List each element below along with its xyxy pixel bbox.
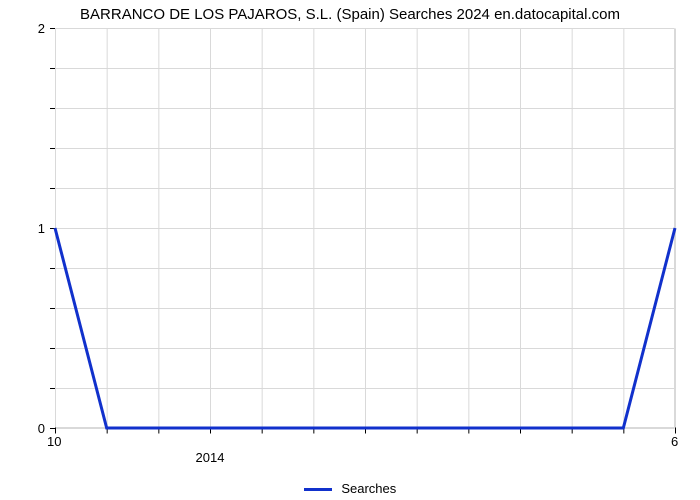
legend-swatch — [304, 488, 332, 491]
x-axis-label-right: 6 — [671, 434, 691, 449]
y-axis-label-2: 2 — [38, 21, 45, 36]
chart-title: BARRANCO DE LOS PAJAROS, S.L. (Spain) Se… — [0, 6, 700, 23]
legend: Searches — [0, 481, 700, 496]
legend-text: Searches — [341, 481, 396, 496]
x-axis-label-left: 10 — [47, 434, 71, 449]
chart-container: BARRANCO DE LOS PAJAROS, S.L. (Spain) Se… — [0, 0, 700, 500]
y-axis-label-1: 1 — [38, 221, 45, 236]
x-axis-year-label: 2014 — [180, 450, 240, 465]
y-axis-label-0: 0 — [38, 421, 45, 436]
plot-area — [55, 28, 675, 428]
